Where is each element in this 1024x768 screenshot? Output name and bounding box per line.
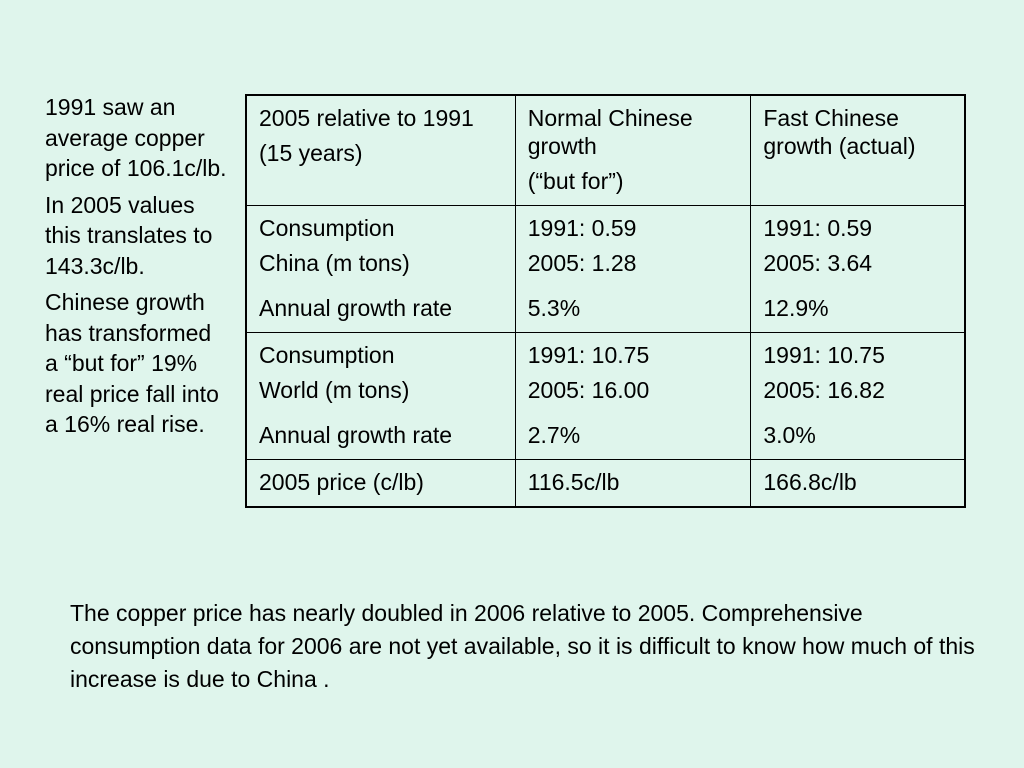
fast-growth-rate: 3.0% <box>763 422 816 448</box>
row-label-line: 2005 price (c/lb) <box>259 469 424 495</box>
header-normal-label: Normal Chinese growth <box>527 105 693 159</box>
fast-value-2005: 2005: 16.82 <box>763 377 885 403</box>
fast-price-value: 166.8c/lb <box>763 469 857 495</box>
table-row-world: Consumption World (m tons) Annual growth… <box>245 332 966 460</box>
header-cell-normal-growth: Normal Chinese growth (“but for”) <box>514 94 752 206</box>
fast-growth-cell: 1991: 10.75 2005: 16.82 3.0% <box>750 332 966 460</box>
row-label-cell: Consumption China (m tons) Annual growth… <box>245 205 516 333</box>
table-header-row: 2005 relative to 1991 (15 years) Normal … <box>245 94 966 206</box>
row-label-line: Annual growth rate <box>259 422 453 448</box>
row-label-line: Consumption <box>259 342 395 368</box>
row-label-line: Annual growth rate <box>259 295 453 321</box>
normal-value-1991: 1991: 10.75 <box>527 342 650 368</box>
bottom-paragraph: The copper price has nearly doubled in 2… <box>70 600 975 692</box>
normal-value-1991: 1991: 0.59 <box>527 215 637 241</box>
row-label-line: China (m tons) <box>259 250 410 276</box>
row-label-line: Consumption <box>259 215 395 241</box>
normal-value-2005: 2005: 16.00 <box>527 377 650 403</box>
fast-growth-rate: 12.9% <box>763 295 829 321</box>
row-label-cell: Consumption World (m tons) Annual growth… <box>245 332 516 460</box>
fast-price-cell: 166.8c/lb <box>750 459 966 508</box>
normal-value-2005: 2005: 1.28 <box>527 250 637 276</box>
fast-value-2005: 2005: 3.64 <box>763 250 873 276</box>
header-period-years: (15 years) <box>259 140 363 166</box>
row-label-line: World (m tons) <box>259 377 410 403</box>
header-normal-note: (“but for”) <box>527 168 624 194</box>
header-period-label: 2005 relative to 1991 <box>259 105 474 131</box>
side-note-average-price: 1991 saw an average copper price of 106.… <box>45 94 227 181</box>
fast-value-1991: 1991: 10.75 <box>763 342 885 368</box>
header-cell-fast-growth: Fast Chinese growth (actual) <box>750 94 966 206</box>
normal-growth-cell: 1991: 0.59 2005: 1.28 5.3% <box>514 205 752 333</box>
fast-growth-cell: 1991: 0.59 2005: 3.64 12.9% <box>750 205 966 333</box>
normal-growth-rate: 2.7% <box>527 422 581 448</box>
normal-growth-rate: 5.3% <box>527 295 581 321</box>
header-fast-label: Fast Chinese growth (actual) <box>763 105 916 159</box>
row-label-cell: 2005 price (c/lb) <box>245 459 516 508</box>
table-row-china: Consumption China (m tons) Annual growth… <box>245 205 966 333</box>
side-note-2005-values: In 2005 values this translates to 143.3c… <box>45 191 213 279</box>
header-cell-period: 2005 relative to 1991 (15 years) <box>245 94 516 206</box>
side-notes: 1991 saw an average copper price of 106.… <box>45 92 230 446</box>
normal-growth-cell: 1991: 10.75 2005: 16.00 2.7% <box>514 332 752 460</box>
normal-price-cell: 116.5c/lb <box>514 459 752 508</box>
table-row-price: 2005 price (c/lb) 116.5c/lb 166.8c/lb <box>245 459 966 508</box>
fast-value-1991: 1991: 0.59 <box>763 215 873 241</box>
copper-comparison-table: 2005 relative to 1991 (15 years) Normal … <box>245 94 966 508</box>
normal-price-value: 116.5c/lb <box>527 469 620 495</box>
side-note-chinese-growth: Chinese growth has transformed a “but fo… <box>45 289 219 437</box>
